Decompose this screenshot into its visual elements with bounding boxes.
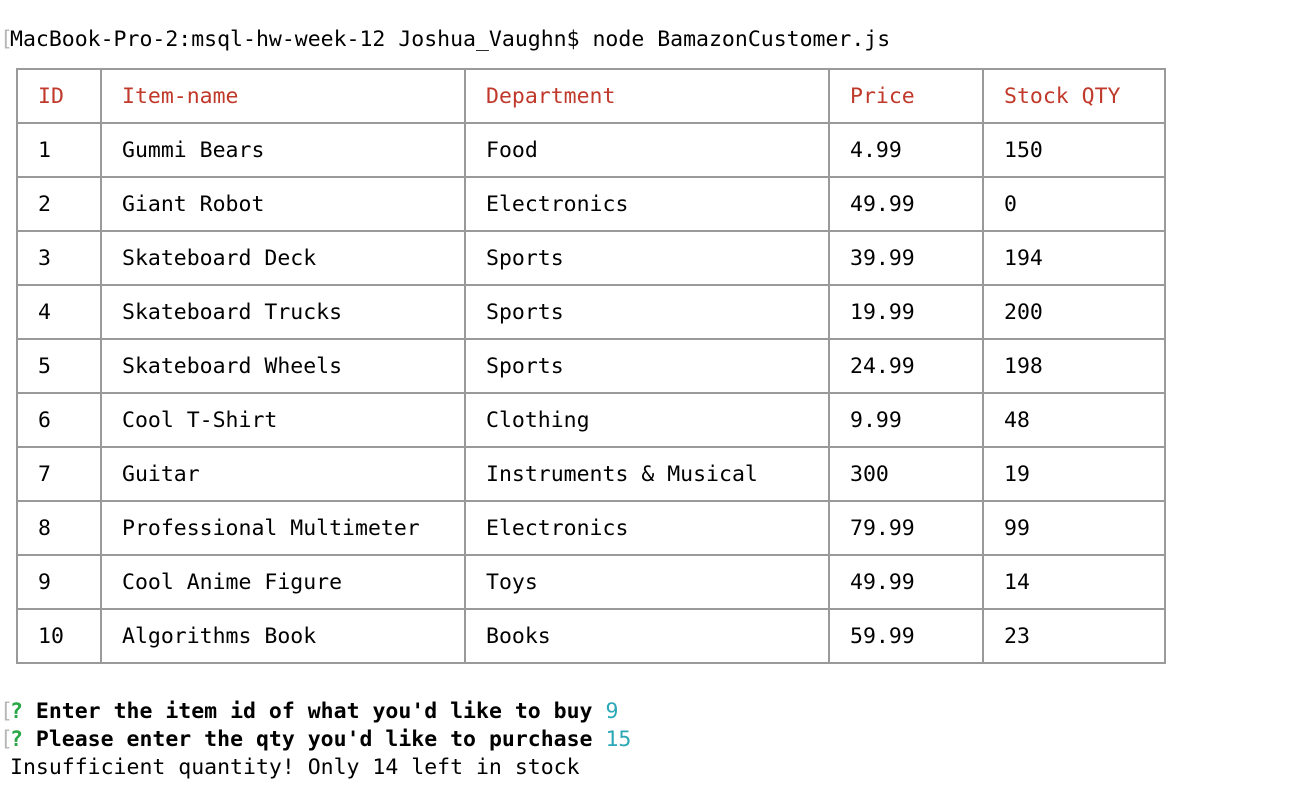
cell-item-name: Guitar (100, 446, 466, 502)
table-row: 7 Guitar Instruments & Musical 300 19 (16, 446, 1166, 502)
cell-stock-qty: 23 (982, 608, 1166, 664)
cell-department: Electronics (464, 500, 830, 556)
cell-department: Instruments & Musical (464, 446, 830, 502)
cell-department: Food (464, 122, 830, 178)
question-mark-icon: ? (10, 699, 23, 724)
table-row: 6 Cool T-Shirt Clothing 9.99 48 (16, 392, 1166, 448)
header-id: ID (16, 68, 102, 124)
cell-item-name: Skateboard Trucks (100, 284, 466, 340)
line-bracket: [ (0, 699, 13, 724)
line-bracket: [ (0, 27, 13, 52)
table-row: 5 Skateboard Wheels Sports 24.99 198 (16, 338, 1166, 394)
cell-department: Electronics (464, 176, 830, 232)
cell-price: 9.99 (828, 392, 984, 448)
command-line: [MacBook-Pro-2:msql-hw-week-12 Joshua_Va… (0, 26, 890, 54)
cell-item-name: Professional Multimeter (100, 500, 466, 556)
header-stock-qty: Stock QTY (982, 68, 1166, 124)
cell-id: 2 (16, 176, 102, 232)
cell-id: 9 (16, 554, 102, 610)
cell-price: 24.99 (828, 338, 984, 394)
cell-stock-qty: 14 (982, 554, 1166, 610)
cell-id: 4 (16, 284, 102, 340)
cell-department: Sports (464, 230, 830, 286)
table-header-row: ID Item-name Department Price Stock QTY (16, 68, 1166, 124)
cell-price: 300 (828, 446, 984, 502)
cell-item-name: Giant Robot (100, 176, 466, 232)
table-row: 3 Skateboard Deck Sports 39.99 194 (16, 230, 1166, 286)
cell-id: 5 (16, 338, 102, 394)
line-bracket: [ (0, 727, 13, 752)
cell-price: 49.99 (828, 554, 984, 610)
cell-stock-qty: 200 (982, 284, 1166, 340)
cell-item-name: Gummi Bears (100, 122, 466, 178)
cell-item-name: Cool Anime Figure (100, 554, 466, 610)
cell-stock-qty: 198 (982, 338, 1166, 394)
table-row: 9 Cool Anime Figure Toys 49.99 14 (16, 554, 1166, 610)
prompt-question: Enter the item id of what you'd like to … (35, 699, 593, 724)
prompt-answer[interactable]: 9 (605, 699, 619, 724)
output-message: Insufficient quantity! Only 14 left in s… (10, 755, 580, 780)
cell-stock-qty: 19 (982, 446, 1166, 502)
cell-price: 39.99 (828, 230, 984, 286)
header-price: Price (828, 68, 984, 124)
table-row: 1 Gummi Bears Food 4.99 150 (16, 122, 1166, 178)
cell-price: 59.99 (828, 608, 984, 664)
cell-department: Toys (464, 554, 830, 610)
cell-stock-qty: 0 (982, 176, 1166, 232)
cell-id: 6 (16, 392, 102, 448)
cell-price: 19.99 (828, 284, 984, 340)
cell-id: 3 (16, 230, 102, 286)
cell-item-name: Cool T-Shirt (100, 392, 466, 448)
table-row: 8 Professional Multimeter Electronics 79.99… (16, 500, 1166, 556)
cell-id: 7 (16, 446, 102, 502)
header-item-name: Item-name (100, 68, 466, 124)
cell-department: Clothing (464, 392, 830, 448)
cell-stock-qty: 99 (982, 500, 1166, 556)
products-table: ID Item-name Department Price Stock QTY … (16, 68, 1166, 664)
cell-department: Sports (464, 284, 830, 340)
header-department: Department (464, 68, 830, 124)
table-row: 4 Skateboard Trucks Sports 19.99 200 (16, 284, 1166, 340)
prompt-item-id: [? Enter the item id of what you'd like … (0, 698, 618, 726)
prompt-question: Please enter the qty you'd like to purch… (35, 727, 593, 752)
table-row: 2 Giant Robot Electronics 49.99 0 (16, 176, 1166, 232)
cell-stock-qty: 48 (982, 392, 1166, 448)
products-table-body: ID Item-name Department Price Stock QTY … (16, 68, 1166, 664)
cell-department: Books (464, 608, 830, 664)
cell-stock-qty: 150 (982, 122, 1166, 178)
cell-id: 1 (16, 122, 102, 178)
question-mark-icon: ? (10, 727, 23, 752)
cell-price: 4.99 (828, 122, 984, 178)
cell-department: Sports (464, 338, 830, 394)
cell-id: 8 (16, 500, 102, 556)
cell-id: 10 (16, 608, 102, 664)
cell-price: 49.99 (828, 176, 984, 232)
cell-item-name: Skateboard Wheels (100, 338, 466, 394)
cell-stock-qty: 194 (982, 230, 1166, 286)
cell-item-name: Algorithms Book (100, 608, 466, 664)
command-text: MacBook-Pro-2:msql-hw-week-12 Joshua_Vau… (10, 27, 891, 52)
table-row: 10 Algorithms Book Books 59.99 23 (16, 608, 1166, 664)
cell-item-name: Skateboard Deck (100, 230, 466, 286)
prompt-answer[interactable]: 15 (605, 727, 632, 752)
prompt-quantity: [? Please enter the qty you'd like to pu… (0, 726, 631, 754)
cell-price: 79.99 (828, 500, 984, 556)
